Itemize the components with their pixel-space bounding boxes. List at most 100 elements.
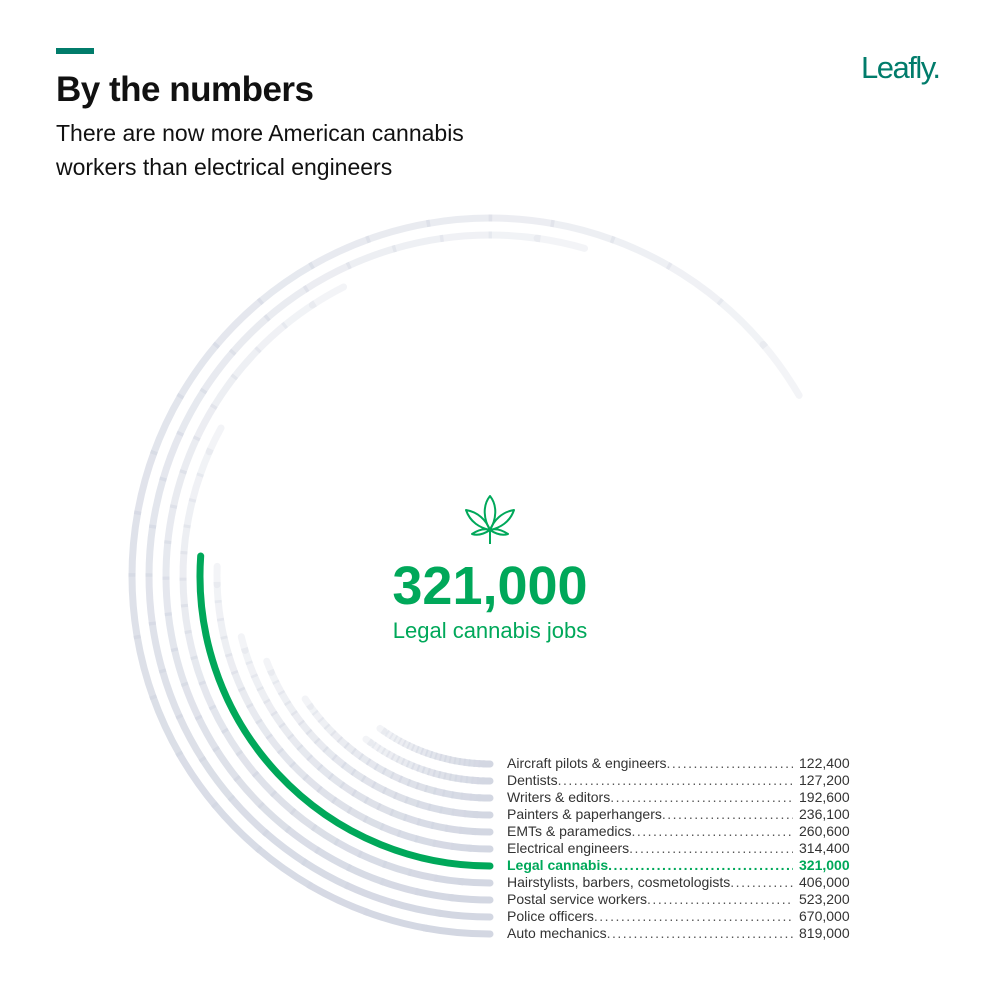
arc-segment [345, 863, 385, 886]
arc-segment [256, 686, 271, 705]
leader-dots [594, 908, 793, 925]
leader-dots [607, 925, 793, 942]
arc-segment [196, 447, 214, 478]
arc-segment [420, 924, 494, 938]
legend-label: EMTs & paramedics [507, 823, 632, 839]
arc-segment [263, 284, 310, 322]
arc-segment [362, 735, 374, 747]
arc-segment [133, 634, 158, 701]
legend-label: Police officers [507, 908, 594, 924]
arc-segment [148, 476, 167, 529]
arc-segment [245, 660, 259, 679]
leader-dots [558, 772, 793, 789]
legend-value: 819,000 [799, 925, 850, 941]
arc-segment [240, 646, 253, 666]
arc-segment [363, 907, 429, 933]
arc-segment [255, 718, 273, 740]
arc-segment [272, 679, 286, 696]
arc-segment [357, 850, 388, 869]
legend-row: EMTs & paramedics 260,600 [507, 823, 857, 840]
page-title: By the numbers [56, 70, 314, 109]
arc-segment [302, 773, 323, 793]
arc-segment [331, 796, 353, 814]
arc-segment [213, 581, 222, 604]
arc-segment [164, 612, 179, 653]
legend-row: Painters & paperhangers 236,100 [507, 806, 857, 823]
arc-segment [208, 704, 229, 734]
legend-row: Legal cannabis 321,000 [507, 857, 857, 874]
arc-segment [329, 729, 344, 743]
arc-segment [456, 878, 494, 887]
arc-segment [306, 702, 319, 716]
arc-segment [375, 744, 387, 755]
arc-segment [158, 668, 184, 720]
arc-segment [188, 472, 204, 503]
arc-segment [308, 283, 348, 309]
arc-segment [316, 785, 338, 804]
arc-segment [447, 894, 494, 904]
arc-segment [224, 652, 239, 676]
leader-dots [631, 823, 793, 840]
arc-segment [388, 732, 399, 743]
arc-segment [550, 219, 616, 244]
arc-segment [276, 747, 297, 769]
cannabis-leaf-icon [465, 495, 515, 544]
arc-segment [289, 807, 318, 832]
arc-segment [346, 806, 369, 823]
arc-segment [390, 753, 401, 763]
arc [263, 657, 494, 819]
legend-row: Dentists 127,200 [507, 772, 857, 789]
arc-segment [333, 838, 363, 858]
legend-value: 122,400 [799, 755, 850, 771]
legend-row: Postal service workers 523,200 [507, 891, 857, 908]
arc-segment [145, 573, 157, 626]
arc-segment [665, 262, 724, 306]
arc-segment [302, 261, 352, 293]
arc-segment [265, 733, 285, 755]
arc-segment [205, 424, 225, 456]
arc-segment [183, 498, 197, 529]
arc-segment [145, 524, 157, 577]
leader-dots [610, 789, 793, 806]
arc-segment [414, 835, 437, 847]
arc-segment [184, 629, 198, 661]
arc-segment [389, 898, 443, 918]
arc-segment [414, 887, 455, 902]
arc-segment [209, 373, 239, 410]
arc-segment [179, 550, 188, 581]
arc-segment [397, 737, 407, 747]
arc-segment [450, 842, 472, 852]
arc-segment [343, 881, 396, 907]
leafly-logo: Leafly. [861, 50, 941, 85]
arc-segment [196, 552, 494, 870]
arc-segment [396, 829, 419, 843]
arc-segment [314, 846, 352, 872]
arc [237, 633, 494, 836]
leader-dots [662, 806, 793, 823]
leader-dots [730, 874, 793, 891]
legend-label: Writers & editors [507, 789, 611, 805]
arc-segment [310, 823, 340, 846]
legend-value: 670,000 [799, 908, 850, 924]
arc-segment [277, 690, 292, 706]
legend-value: 523,200 [799, 891, 850, 907]
arc-segment [406, 741, 416, 752]
arc [162, 283, 494, 904]
arc-segment [230, 346, 262, 381]
leader-dots [647, 891, 793, 908]
arc [376, 724, 494, 768]
arc-segment [381, 860, 413, 877]
arc-segment [179, 577, 189, 608]
arc-segment [345, 244, 397, 270]
arc-segment [609, 235, 673, 270]
arc-segment [281, 300, 317, 330]
legend-value: 314,400 [799, 840, 850, 856]
leader-dots [667, 755, 793, 772]
arc-segment [343, 742, 357, 755]
arc-segment [255, 845, 313, 890]
arc-segment [235, 749, 260, 778]
arc-segment [263, 657, 275, 676]
arc-segment [323, 723, 337, 737]
arc-segment [256, 261, 315, 306]
arc-segment [395, 755, 406, 766]
